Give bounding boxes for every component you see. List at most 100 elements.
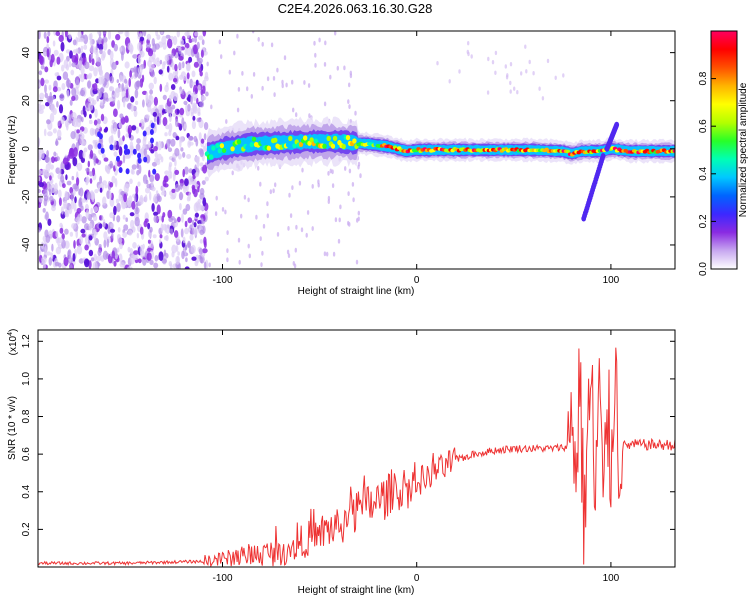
sparse-dot (300, 227, 304, 233)
sparse-dot (257, 37, 260, 42)
sparse-dot (206, 61, 209, 67)
noise-dot (61, 233, 65, 240)
noise-dot (55, 31, 61, 37)
sparse-dot (349, 70, 352, 76)
noise-dot (121, 51, 124, 62)
noise-dot (164, 54, 169, 62)
noise-dot (187, 90, 192, 96)
ridge-pixel (213, 152, 218, 158)
noise-dot (159, 234, 163, 239)
noise-dot (53, 49, 59, 56)
sparse-dot (226, 230, 229, 236)
noise-dot (201, 39, 205, 46)
ridge-band (207, 133, 675, 162)
noise-dot (54, 72, 59, 77)
noise-dot (55, 138, 58, 146)
noise-dot (116, 215, 121, 223)
noise-dot (88, 102, 94, 111)
noise-dot (142, 99, 145, 108)
noise-dot (135, 100, 139, 105)
noise-dot (41, 168, 48, 176)
noise-dot (71, 223, 77, 229)
noise-dot (124, 115, 129, 123)
noise-dot (173, 218, 177, 224)
noise-dot (202, 31, 207, 37)
noise-dot (146, 252, 152, 261)
noise-dot (49, 164, 54, 170)
noise-dot (127, 246, 131, 253)
sparse-dot (269, 189, 272, 195)
noise-dot (87, 80, 92, 89)
ridge-pixel (249, 142, 254, 148)
noise-dot (84, 244, 89, 251)
noise-dot (152, 168, 157, 175)
y-multiplier: (x104) (7, 329, 19, 356)
noise-dot (117, 247, 120, 253)
noise-dot (109, 50, 114, 60)
noise-dot (126, 148, 131, 155)
sparse-dot (281, 79, 284, 85)
top-x-tick-label: 0 (414, 275, 420, 286)
noise-dot (87, 160, 91, 168)
noise-dot (74, 76, 80, 86)
sparse-dot (257, 165, 260, 171)
noise-dot (76, 118, 82, 128)
sparse-dot (248, 253, 251, 259)
noise-dot (57, 120, 61, 127)
noise-dot (194, 171, 200, 178)
noise-dot (112, 90, 115, 96)
noise-dot (187, 175, 193, 185)
sparse-dot (348, 222, 351, 227)
noise-dot (94, 189, 99, 194)
noise-dot (158, 251, 164, 261)
noise-dot (144, 194, 148, 203)
noise-dot (170, 138, 176, 147)
sparse-dot (509, 61, 513, 67)
sparse-dot (218, 39, 221, 45)
snr-series (38, 347, 675, 567)
noise-dot (82, 151, 86, 159)
bottom-x-tick-label: 0 (414, 573, 420, 584)
bottom-x-tick-label: 100 (603, 573, 620, 584)
noise-dot (183, 76, 187, 81)
noise-dot (194, 156, 200, 161)
ridge-pixel (341, 143, 346, 150)
noise-dot (51, 243, 54, 252)
sparse-dot (359, 173, 362, 179)
noise-dot (194, 31, 199, 37)
noise-dot (38, 169, 42, 176)
noise-dot (96, 255, 102, 262)
sparse-dot (289, 213, 293, 219)
sparse-dot (505, 75, 509, 80)
noise-dot (179, 39, 184, 46)
noise-dot (102, 221, 106, 228)
noise-dot (83, 44, 88, 50)
sparse-dot (250, 94, 253, 99)
sparse-dot (524, 44, 527, 49)
noise-dot (109, 160, 113, 168)
noise-dot (54, 182, 58, 192)
sparse-dot (356, 218, 359, 223)
sparse-dot (307, 83, 311, 88)
noise-dot (199, 192, 205, 200)
noise-dot (119, 262, 125, 268)
noise-dot (180, 147, 184, 152)
spike-up (614, 121, 620, 128)
sparse-dot (308, 113, 311, 119)
sparse-dot (467, 41, 470, 46)
noise-dot (133, 109, 138, 118)
noise-dot (146, 183, 151, 189)
noise-dot (193, 135, 198, 143)
noise-dot (90, 207, 93, 215)
noise-dot (84, 61, 90, 70)
sparse-dot (546, 58, 550, 64)
noise-dot (167, 38, 173, 49)
sparse-dot (225, 119, 228, 124)
top-x-axis-label: Height of straight line (km) (298, 286, 415, 297)
noise-dot (174, 147, 180, 157)
sparse-dot (318, 37, 321, 43)
noise-dot (63, 257, 69, 267)
noise-dot (68, 60, 72, 68)
noise-dot (65, 64, 70, 71)
noise-dot (107, 224, 111, 235)
